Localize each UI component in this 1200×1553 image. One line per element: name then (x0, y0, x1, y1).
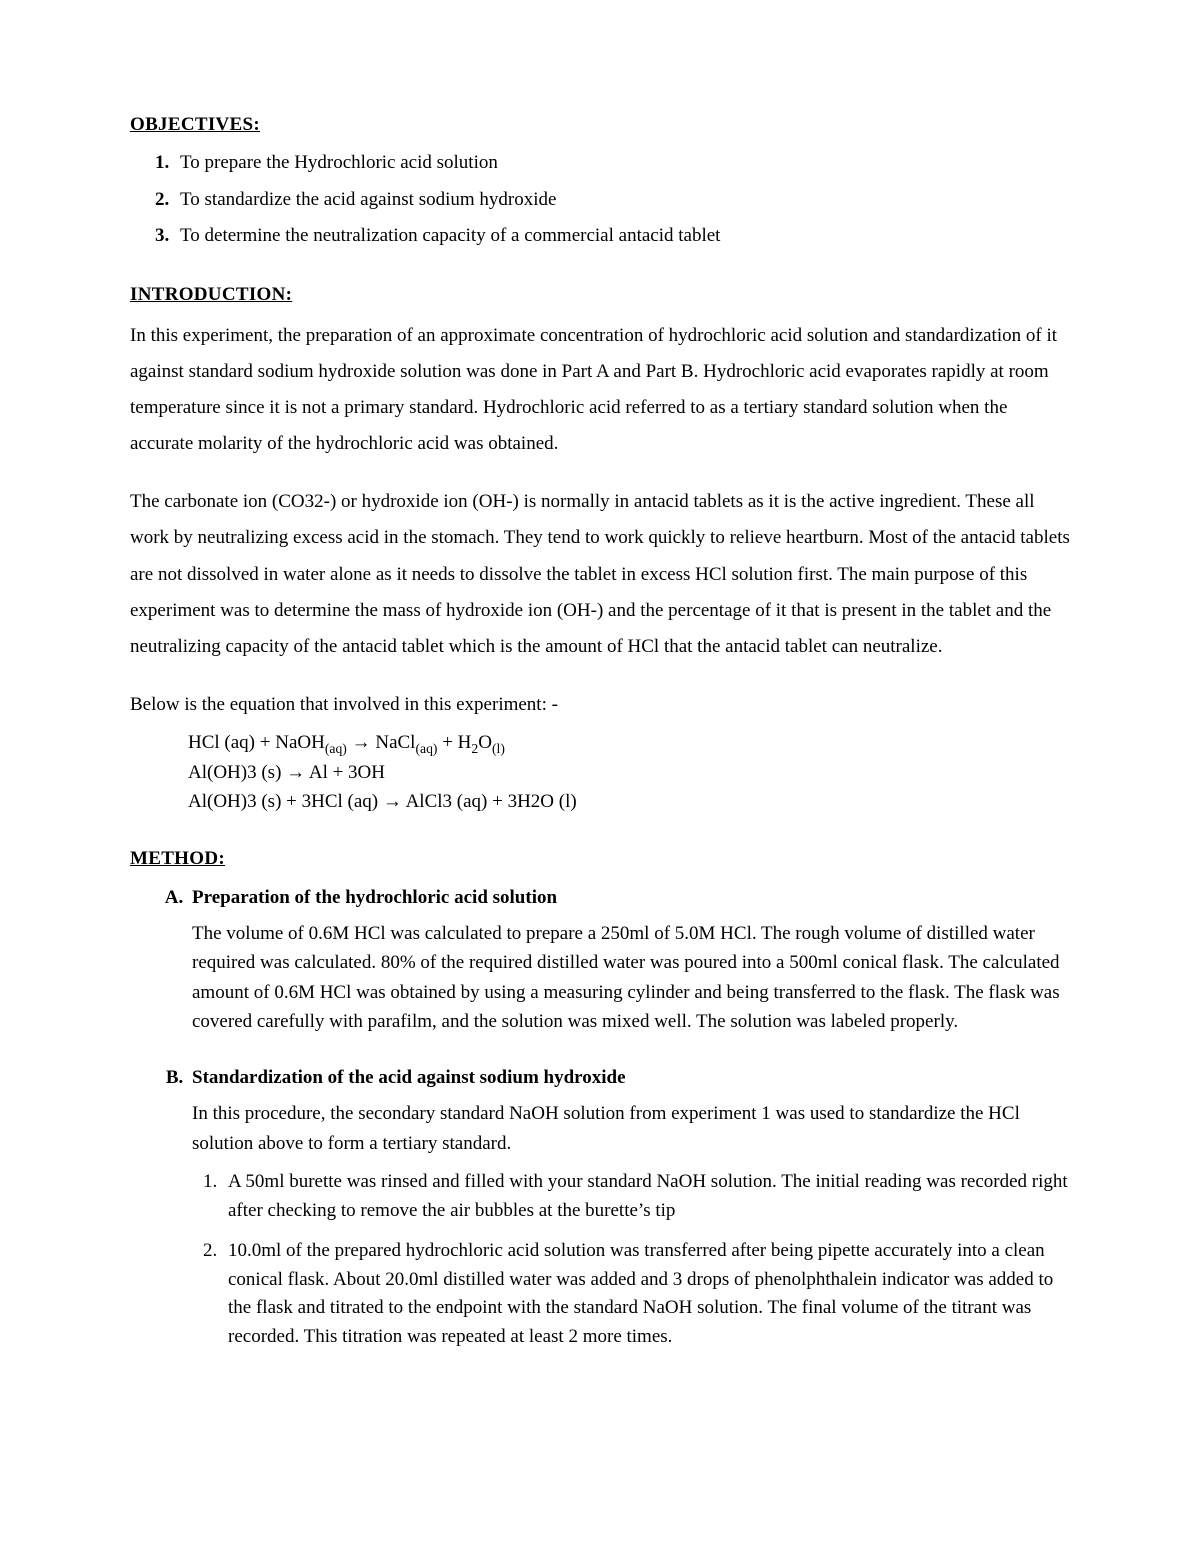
method-list: Preparation of the hydrochloric acid sol… (130, 883, 1075, 1351)
method-b-step: 10.0ml of the prepared hydrochloric acid… (222, 1237, 1075, 1351)
objective-item: To prepare the Hydrochloric acid solutio… (174, 148, 1075, 178)
method-section-b: Standardization of the acid against sodi… (188, 1063, 1075, 1351)
method-b-body: In this procedure, the secondary standar… (192, 1099, 1075, 1158)
method-b-title: Standardization of the acid against sodi… (192, 1063, 1075, 1093)
eq1-arrow: → (347, 732, 376, 753)
objective-item: To standardize the acid against sodium h… (174, 185, 1075, 215)
objectives-list: To prepare the Hydrochloric acid solutio… (130, 148, 1075, 251)
eq1-part: HCl (aq) + NaOH (188, 732, 325, 753)
intro-paragraph-2: The carbonate ion (CO32-) or hydroxide i… (130, 484, 1075, 664)
equation-3: Al(OH)3 (s) + 3HCl (aq) → AlCl3 (aq) + 3… (188, 788, 1075, 817)
eq1-sub: (aq) (325, 741, 347, 756)
heading-introduction: INTRODUCTION: (130, 280, 1075, 310)
eq1-sub: (aq) (415, 741, 437, 756)
equation-block: HCl (aq) + NaOH(aq) → NaCl(aq) + H2O(l) … (188, 729, 1075, 816)
eq1-part: + H (437, 732, 471, 753)
eq1-part: O (478, 732, 492, 753)
equation-1: HCl (aq) + NaOH(aq) → NaCl(aq) + H2O(l) (188, 729, 1075, 759)
method-a-body: The volume of 0.6M HCl was calculated to… (192, 919, 1075, 1037)
objective-item: To determine the neutralization capacity… (174, 221, 1075, 251)
eq1-sub: (l) (492, 741, 505, 756)
method-a-title: Preparation of the hydrochloric acid sol… (192, 883, 1075, 913)
equation-2: Al(OH)3 (s) → Al + 3OH (188, 759, 1075, 788)
heading-method: METHOD: (130, 844, 1075, 874)
eq1-part: NaCl (375, 732, 415, 753)
method-b-steps: A 50ml burette was rinsed and filled wit… (192, 1168, 1075, 1351)
intro-paragraph-1: In this experiment, the preparation of a… (130, 318, 1075, 462)
heading-objectives: OBJECTIVES: (130, 110, 1075, 140)
document-page: OBJECTIVES: To prepare the Hydrochloric … (0, 0, 1200, 1553)
method-section-a: Preparation of the hydrochloric acid sol… (188, 883, 1075, 1037)
method-b-step: A 50ml burette was rinsed and filled wit… (222, 1168, 1075, 1225)
intro-paragraph-3: Below is the equation that involved in t… (130, 687, 1075, 723)
